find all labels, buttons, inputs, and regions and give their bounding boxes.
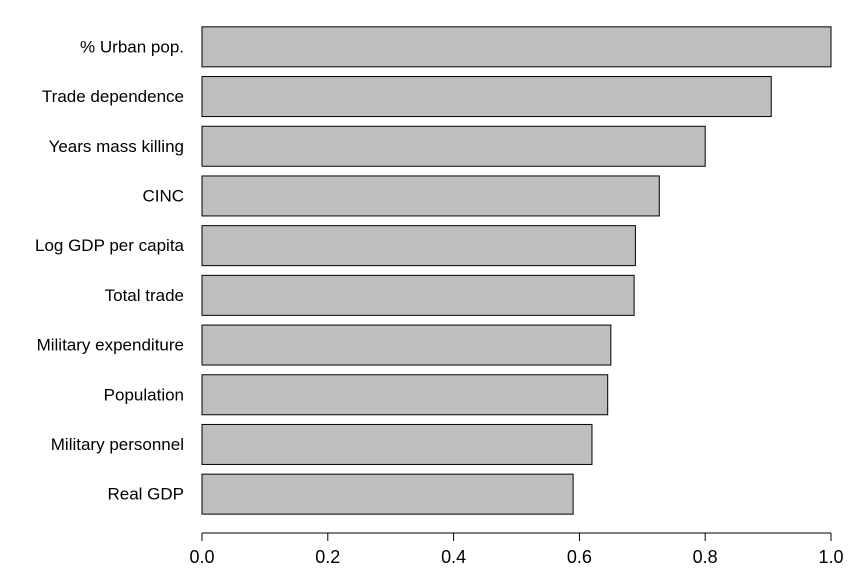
category-label-log-gdp-per-capita: Log GDP per capita: [35, 236, 185, 255]
x-tick-label: 0.0: [189, 547, 214, 567]
category-label-cinc: CINC: [142, 186, 184, 205]
bar-real-gdp: [201, 473, 574, 515]
category-label-years-mass-killing: Years mass killing: [49, 137, 184, 156]
x-axis-ticks: 0.0 0.2 0.4 0.6 0.8 1.0: [189, 533, 844, 567]
x-tick-label: 1.0: [818, 547, 843, 567]
bar-population: [201, 374, 609, 416]
x-tick-label: 0.4: [441, 547, 466, 567]
x-tick-label: 0.8: [693, 547, 718, 567]
bars-group: [201, 26, 832, 515]
category-label-military-personnel: Military personnel: [51, 435, 184, 454]
category-label-population: Population: [104, 385, 184, 404]
bar-years-mass-killing: [201, 125, 706, 167]
x-axis: 0.0 0.2 0.4 0.6 0.8 1.0: [189, 532, 844, 567]
bar-cinc: [201, 175, 660, 217]
bar-log-gdp-per-capita: [201, 225, 636, 267]
bar-military-expenditure: [201, 324, 612, 366]
bar-trade-dependence: [201, 76, 772, 118]
bar-total-trade: [201, 274, 635, 316]
category-label-military-expenditure: Military expenditure: [37, 336, 184, 355]
category-label-total-trade: Total trade: [105, 286, 184, 305]
category-label-urban-pop: % Urban pop.: [80, 37, 184, 56]
bar-urban-pop: [201, 26, 832, 68]
x-tick-label: 0.2: [315, 547, 340, 567]
x-tick-label: 0.6: [567, 547, 592, 567]
bar-military-personnel: [201, 423, 593, 465]
category-label-real-gdp: Real GDP: [107, 485, 184, 504]
category-label-trade-dependence: Trade dependence: [42, 87, 184, 106]
category-labels: % Urban pop. Trade dependence Years mass k…: [35, 37, 185, 503]
